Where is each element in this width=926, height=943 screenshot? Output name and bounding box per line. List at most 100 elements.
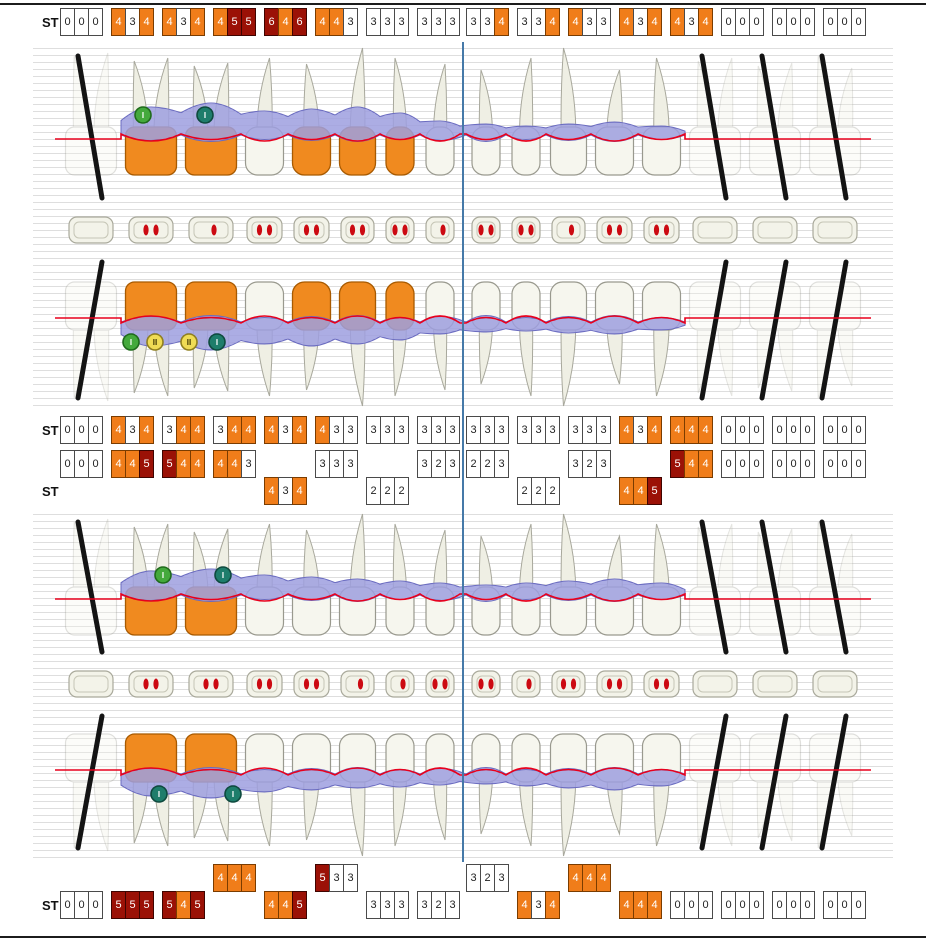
tooth[interactable] [549,513,588,636]
probing-depth-cell[interactable]: 0 [800,416,815,444]
probing-depth-cell[interactable]: 4 [139,416,154,444]
probing-depth-cell[interactable]: 3 [343,450,358,478]
probing-depth-cell[interactable]: 0 [786,8,801,36]
probing-depth-cell[interactable]: 4 [568,864,583,892]
probing-depth-cell[interactable]: 3 [394,416,409,444]
probing-depth-cell[interactable]: 4 [190,8,205,36]
tooth-occlusal[interactable] [188,216,234,244]
furcation-marker[interactable]: I [196,106,214,124]
probing-depth-cell[interactable]: 0 [823,416,838,444]
probing-depth-cell[interactable]: 5 [241,8,256,36]
probing-depth-cell[interactable]: 4 [278,891,293,919]
tooth[interactable] [471,281,501,385]
probing-depth-cell[interactable]: 0 [88,891,103,919]
probing-depth-cell[interactable]: 3 [596,416,611,444]
tooth-missing[interactable] [64,259,118,402]
probing-depth-cell[interactable]: 5 [190,891,205,919]
probing-depth-cell[interactable]: 2 [431,450,446,478]
probing-depth-cell[interactable]: 3 [380,8,395,36]
probing-depth-cell[interactable]: 0 [749,416,764,444]
probing-depth-cell[interactable]: 0 [749,450,764,478]
probing-depth-cell[interactable]: 3 [394,8,409,36]
probing-depth-cell[interactable]: 0 [74,891,89,919]
probing-depth-cell[interactable]: 4 [568,8,583,36]
tooth[interactable] [641,523,682,636]
probing-depth-cell[interactable]: 0 [851,891,866,919]
probing-depth-cell[interactable]: 5 [162,891,177,919]
probing-depth-cell[interactable]: 0 [837,450,852,478]
probing-depth-cell[interactable]: 4 [582,864,597,892]
probing-depth-cell[interactable]: 4 [698,450,713,478]
tooth-missing[interactable] [688,259,742,401]
tooth[interactable] [511,281,541,397]
probing-depth-cell[interactable]: 3 [343,864,358,892]
probing-depth-cell[interactable]: 0 [74,8,89,36]
probing-depth-cell[interactable]: 4 [647,891,662,919]
probing-depth-cell[interactable]: 0 [786,450,801,478]
probing-depth-cell[interactable]: 4 [315,8,330,36]
probing-depth-cell[interactable]: 3 [417,8,432,36]
tooth-missing[interactable] [808,519,862,655]
probing-depth-cell[interactable]: 2 [431,891,446,919]
probing-depth-cell[interactable]: 3 [531,416,546,444]
probing-depth-cell[interactable]: 3 [582,416,597,444]
tooth-occlusal[interactable] [551,670,586,698]
probing-depth-cell[interactable]: 0 [735,891,750,919]
tooth[interactable] [641,57,682,176]
probing-depth-cell[interactable]: 0 [851,8,866,36]
probing-depth-cell[interactable]: 0 [837,8,852,36]
probing-depth-cell[interactable]: 5 [125,891,140,919]
probing-depth-cell[interactable]: 3 [480,416,495,444]
probing-depth-cell[interactable]: 4 [264,891,279,919]
probing-depth-cell[interactable]: 3 [531,891,546,919]
probing-depth-cell[interactable]: 3 [517,8,532,36]
probing-depth-cell[interactable]: 3 [241,450,256,478]
tooth-missing[interactable] [64,518,118,655]
probing-depth-cell[interactable]: 4 [545,891,560,919]
tooth-missing[interactable] [808,713,862,851]
probing-depth-cell[interactable]: 4 [670,416,685,444]
probing-depth-cell[interactable]: 0 [60,8,75,36]
probing-depth-cell[interactable]: 0 [735,8,750,36]
probing-depth-cell[interactable]: 6 [264,8,279,36]
probing-depth-cell[interactable]: 0 [851,416,866,444]
probing-depth-cell[interactable]: 4 [125,450,140,478]
probing-depth-cell[interactable]: 3 [568,450,583,478]
probing-depth-cell[interactable]: 0 [772,416,787,444]
probing-depth-cell[interactable]: 5 [139,891,154,919]
tooth[interactable] [549,733,588,857]
tooth-occlusal[interactable] [511,670,541,698]
probing-depth-cell[interactable]: 0 [837,416,852,444]
probing-depth-cell[interactable]: 5 [139,450,154,478]
probing-depth-cell[interactable]: 4 [698,8,713,36]
probing-depth-cell[interactable]: 3 [445,450,460,478]
probing-depth-cell[interactable]: 3 [684,8,699,36]
probing-depth-cell[interactable]: 2 [480,864,495,892]
tooth-occlusal[interactable] [596,670,633,698]
tooth-missing[interactable] [688,519,742,655]
probing-depth-cell[interactable]: 4 [315,416,330,444]
probing-depth-cell[interactable]: 3 [125,416,140,444]
probing-depth-cell[interactable]: 0 [74,450,89,478]
furcation-marker[interactable]: I [134,106,152,124]
tooth-occlusal[interactable] [812,670,858,698]
probing-depth-cell[interactable]: 2 [366,477,381,505]
probing-depth-cell[interactable]: 6 [292,8,307,36]
tooth-missing[interactable] [688,53,742,201]
probing-depth-cell[interactable]: 4 [494,8,509,36]
tooth-missing[interactable] [808,53,862,201]
furcation-marker[interactable]: II [146,333,164,351]
probing-depth-cell[interactable]: 0 [800,891,815,919]
tooth-occlusal[interactable] [340,216,375,244]
tooth-occlusal[interactable] [596,216,633,244]
probing-depth-cell[interactable]: 4 [111,416,126,444]
probing-depth-cell[interactable]: 0 [851,450,866,478]
probing-depth-cell[interactable]: 0 [800,450,815,478]
probing-depth-cell[interactable]: 4 [698,416,713,444]
probing-depth-cell[interactable]: 4 [619,8,634,36]
probing-depth-cell[interactable]: 4 [647,8,662,36]
probing-depth-cell[interactable]: 4 [241,864,256,892]
probing-depth-cell[interactable]: 3 [278,416,293,444]
probing-depth-cell[interactable]: 2 [466,450,481,478]
tooth-occlusal[interactable] [425,670,455,698]
